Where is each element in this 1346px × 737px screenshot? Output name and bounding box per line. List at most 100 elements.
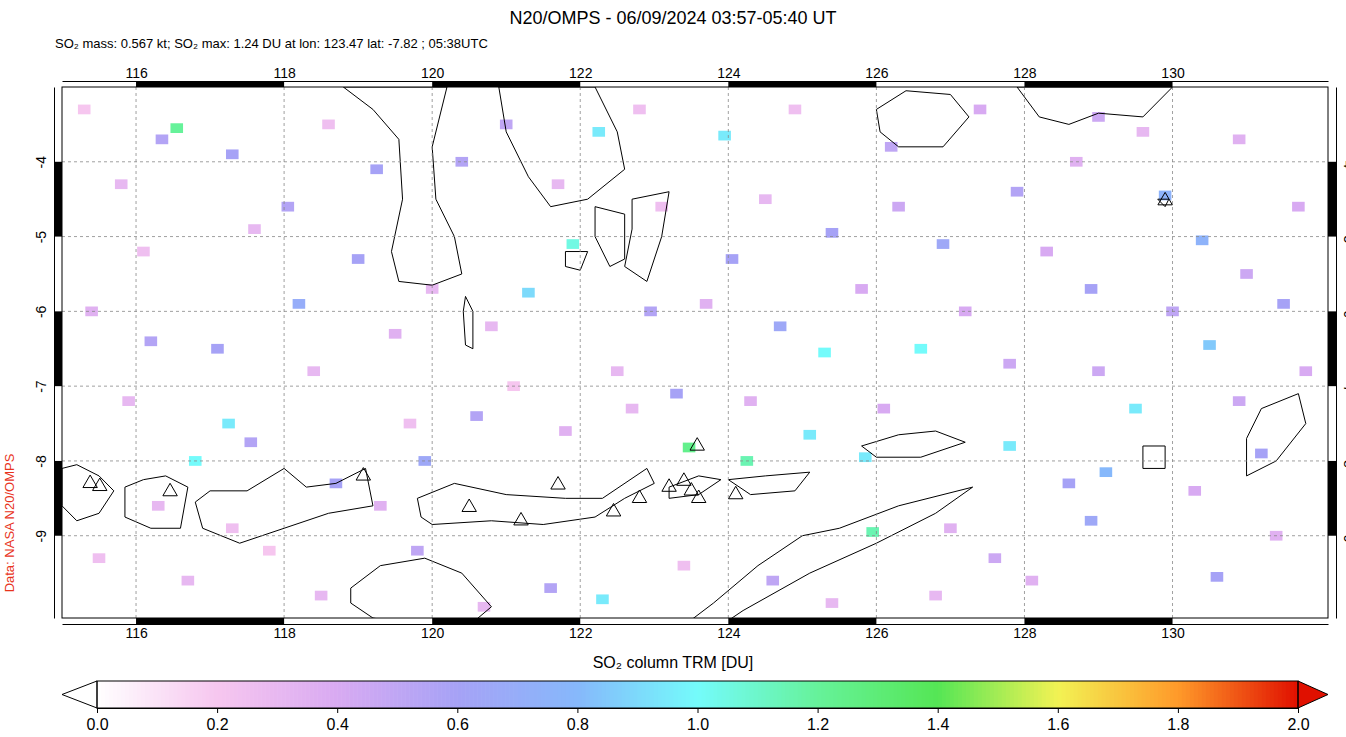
colorbar-segment [918, 681, 923, 708]
tick: 120 [421, 65, 445, 81]
colorbar-segment [453, 681, 458, 708]
so2-cell [322, 120, 335, 130]
so2-cell [789, 105, 802, 115]
colorbar-segment [994, 681, 999, 708]
colorbar-segment [185, 681, 190, 708]
so2-cell [115, 179, 128, 189]
colorbar-segment [862, 681, 867, 708]
colorbar-segment [357, 681, 362, 708]
volcano [662, 479, 676, 491]
colorbar-segment [277, 681, 282, 708]
colorbar-segment [397, 681, 402, 708]
grid-line-y [62, 236, 1328, 237]
colorbar-segment [810, 681, 815, 708]
colorbar-segment [1242, 681, 1247, 708]
colorbar-segment [1054, 681, 1059, 708]
frame-bar-left [54, 311, 62, 386]
colorbar-tick-label: 0.2 [206, 716, 228, 733]
colorbar-segment [505, 681, 510, 708]
frame-bar-bottom [136, 618, 284, 624]
so2-cell [226, 523, 239, 533]
colorbar-segment [1166, 681, 1171, 708]
tick-label: 120 [421, 625, 445, 641]
colorbar-segment [161, 681, 166, 708]
colorbar [62, 681, 1328, 708]
so2-cell [374, 501, 387, 511]
colorbar-segment [305, 681, 310, 708]
colorbar-segment [149, 681, 154, 708]
colorbar-tick: 1.8 [1167, 708, 1189, 733]
colorbar-segment [497, 681, 502, 708]
colorbar-segment [762, 681, 767, 708]
colorbar-segment [133, 681, 138, 708]
colorbar-segment [341, 681, 346, 708]
so2-cell [1240, 269, 1253, 279]
colorbar-tick-label: 1.8 [1167, 716, 1189, 733]
axis-line [63, 624, 1329, 625]
colorbar-segment [714, 681, 719, 708]
so2-cell [1092, 366, 1105, 376]
colorbar-segment [834, 681, 839, 708]
colorbar-segment [165, 681, 170, 708]
so2-cell [855, 284, 868, 294]
colorbar-segment [910, 681, 915, 708]
y-axis-right: -9-8-7-6-5-4 [1336, 88, 1346, 619]
so2-cell [315, 591, 328, 601]
tick: 124 [717, 65, 741, 81]
tick-label: 124 [717, 65, 741, 81]
colorbar-tick-label: 1.4 [927, 716, 949, 733]
colorbar-segment [245, 681, 250, 708]
colorbar-tick: 0.4 [327, 708, 349, 733]
coastline [1017, 87, 1172, 124]
colorbar-segment [445, 681, 450, 708]
so2-cell [293, 299, 306, 309]
colorbar-segment [481, 681, 486, 708]
colorbar-segment [1178, 681, 1183, 708]
colorbar-segment [942, 681, 947, 708]
so2-cell [1137, 127, 1150, 137]
colorbar-segment [613, 681, 618, 708]
colorbar-segment [1118, 681, 1123, 708]
so2-cell [1085, 284, 1098, 294]
colorbar-segment [589, 681, 594, 708]
colorbar-segment [417, 681, 422, 708]
colorbar-segment [902, 681, 907, 708]
colorbar-segment [669, 681, 674, 708]
colorbar-segment [1250, 681, 1255, 708]
colorbar-segment [125, 681, 130, 708]
colorbar-segment [449, 681, 454, 708]
colorbar-segment [377, 681, 382, 708]
tick-label: 128 [1013, 65, 1037, 81]
coastline [463, 296, 473, 348]
colorbar-segment [766, 681, 771, 708]
frame-bar-bottom [432, 618, 580, 624]
colorbar-segment [1270, 681, 1275, 708]
colorbar-segment [1042, 681, 1047, 708]
colorbar-segment [301, 681, 306, 708]
colorbar-segment [886, 681, 891, 708]
colorbar-segment [233, 681, 238, 708]
colorbar-tick: 0.8 [567, 708, 589, 733]
colorbar-segment [621, 681, 626, 708]
so2-cell [404, 419, 417, 429]
colorbar-segment [1038, 681, 1043, 708]
colorbar-segment [1030, 681, 1035, 708]
colorbar-segment [1110, 681, 1115, 708]
tick-label: 116 [125, 625, 148, 641]
colorbar-segment [177, 681, 182, 708]
colorbar-segment [950, 681, 955, 708]
colorbar-segment [1158, 681, 1163, 708]
colorbar-segment [1238, 681, 1243, 708]
colorbar-segment [249, 681, 254, 708]
volcano [551, 477, 565, 489]
colorbar-segment [213, 681, 218, 708]
colorbar-segment [257, 681, 262, 708]
tick-label: 122 [569, 625, 593, 641]
colorbar-segment [1046, 681, 1051, 708]
so2-cell [726, 254, 739, 264]
colorbar-segment [1070, 681, 1075, 708]
grid-line-x [432, 87, 433, 618]
colorbar-segment [109, 681, 114, 708]
tick-label: -4 [1341, 156, 1346, 169]
so2-cell [1026, 576, 1039, 586]
